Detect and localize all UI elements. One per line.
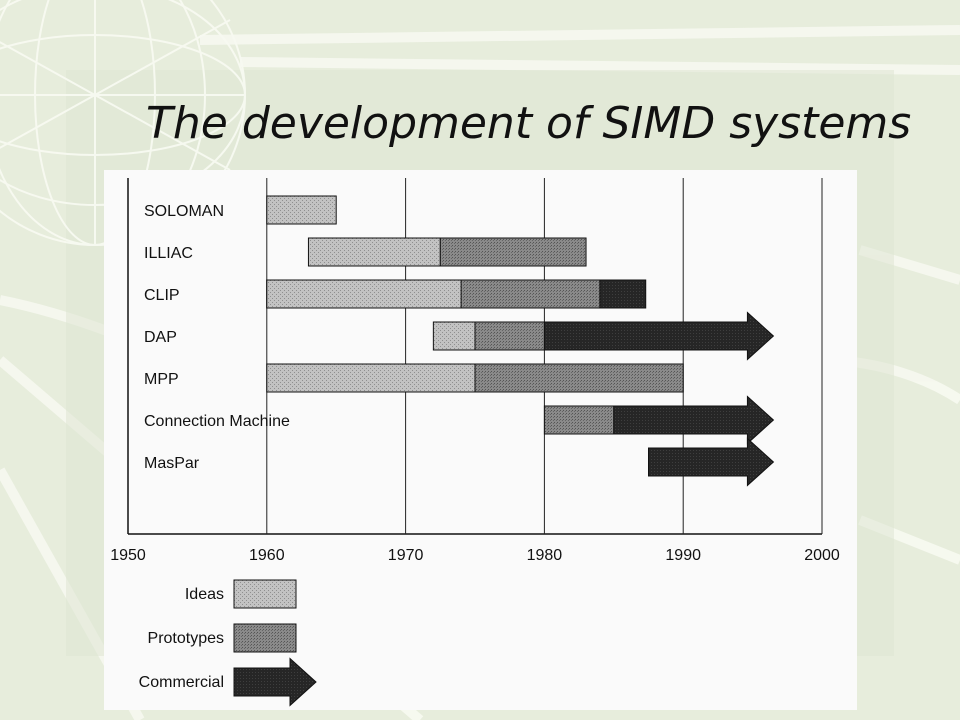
bar-clip-prototypes	[460, 279, 601, 309]
row-label-maspar: MasPar	[144, 455, 200, 472]
legend-item-ideas: Ideas	[185, 579, 297, 609]
chart-panel: 1950 1960 1970 1980 1990 2000 SOLOMAN ILLIAC CL…	[104, 170, 857, 710]
bar-illiac-prototypes	[439, 237, 587, 267]
legend-swatch-ideas	[233, 579, 297, 609]
bar-mpp-prototypes	[474, 363, 684, 393]
x-tick-label-1970: 1970	[388, 547, 424, 564]
row-clip: CLIP	[144, 279, 647, 309]
row-label-dap: DAP	[144, 329, 177, 346]
x-tick-label-1990: 1990	[665, 547, 701, 564]
legend-swatch-commercial	[233, 657, 317, 707]
globe-graphic	[0, 0, 246, 246]
bar-dap-prototypes	[474, 321, 545, 351]
legend-item-commercial: Commercial	[139, 657, 317, 707]
bar-dap-commercial	[543, 311, 775, 361]
row-label-clip: CLIP	[144, 287, 180, 304]
row-label-mpp: MPP	[144, 371, 179, 388]
row-maspar: MasPar	[144, 437, 775, 487]
row-mpp: MPP	[144, 363, 684, 393]
bar-mpp-ideas	[266, 363, 476, 393]
row-label-soloman: SOLOMAN	[144, 203, 224, 220]
bar-connection-machine-prototypes	[543, 405, 615, 435]
bar-illiac-ideas	[307, 237, 441, 267]
row-soloman: SOLOMAN	[144, 195, 337, 225]
legend-swatch-prototypes	[233, 623, 297, 653]
x-tick-label-2000: 2000	[804, 547, 840, 564]
row-dap: DAP	[144, 311, 775, 361]
bar-dap-ideas	[432, 321, 476, 351]
legend-item-prototypes: Prototypes	[148, 623, 297, 653]
bar-clip-commercial	[599, 279, 647, 309]
row-label-connection-machine: Connection Machine	[144, 413, 290, 430]
x-tick-label-1950: 1950	[110, 547, 146, 564]
legend-label-ideas: Ideas	[185, 586, 224, 603]
bar-soloman-ideas	[266, 195, 337, 225]
x-tick-label-1980: 1980	[527, 547, 563, 564]
bar-maspar-commercial	[648, 437, 775, 487]
legend-label-commercial: Commercial	[139, 674, 224, 691]
row-connection-machine: Connection Machine	[144, 395, 775, 445]
timeline-chart: 1950 1960 1970 1980 1990 2000 SOLOMAN ILLIAC CL…	[110, 178, 840, 707]
x-tick-label-1960: 1960	[249, 547, 285, 564]
row-illiac: ILLIAC	[144, 237, 587, 267]
row-label-illiac: ILLIAC	[144, 245, 193, 262]
legend-label-prototypes: Prototypes	[148, 630, 224, 647]
bar-connection-machine-commercial	[613, 395, 775, 445]
slide-title: The development of SIMD systems	[146, 98, 912, 149]
